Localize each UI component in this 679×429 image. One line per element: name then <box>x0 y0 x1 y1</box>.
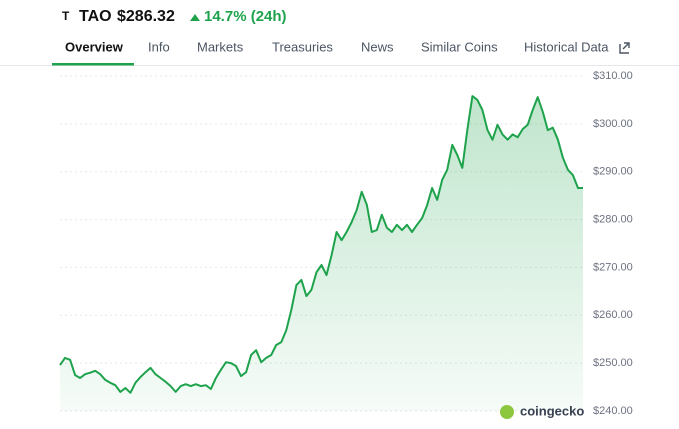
coin-symbol: TAO <box>79 8 112 25</box>
tab[interactable]: Similar Coins <box>421 39 498 54</box>
y-tick-label: $300.00 <box>593 118 633 130</box>
plot: $240.00 $250.00 $260.00 $270.00 $280.00 $290.… <box>59 70 633 417</box>
tab[interactable]: Historical Data <box>524 39 609 54</box>
external-icon <box>619 42 630 54</box>
y-tick-label: $250.00 <box>593 357 633 369</box>
y-tick-label: $240.00 <box>593 405 633 417</box>
y-tick-label: $260.00 <box>593 309 633 321</box>
tab[interactable]: Info <box>148 39 170 54</box>
watermark: coingecko <box>520 403 584 418</box>
tab[interactable]: Treasuries <box>272 39 333 54</box>
tab[interactable]: Markets <box>197 39 244 54</box>
price-change: 14.7% (24h) <box>204 8 287 25</box>
tab[interactable]: News <box>361 39 394 54</box>
active-tab-indicator <box>52 63 134 66</box>
y-tick-label: $290.00 <box>593 166 633 178</box>
area-fill <box>60 96 583 411</box>
y-tick-label: $270.00 <box>593 261 633 273</box>
coin-price: $286.32 <box>117 8 175 25</box>
price-line <box>59 95 583 394</box>
coingecko-logo <box>500 405 514 419</box>
up-arrow <box>190 14 200 21</box>
coin-logo: T <box>62 9 70 23</box>
tab[interactable]: Overview <box>65 39 124 54</box>
y-tick-label: $280.00 <box>593 213 633 225</box>
y-tick-label: $310.00 <box>593 70 633 82</box>
